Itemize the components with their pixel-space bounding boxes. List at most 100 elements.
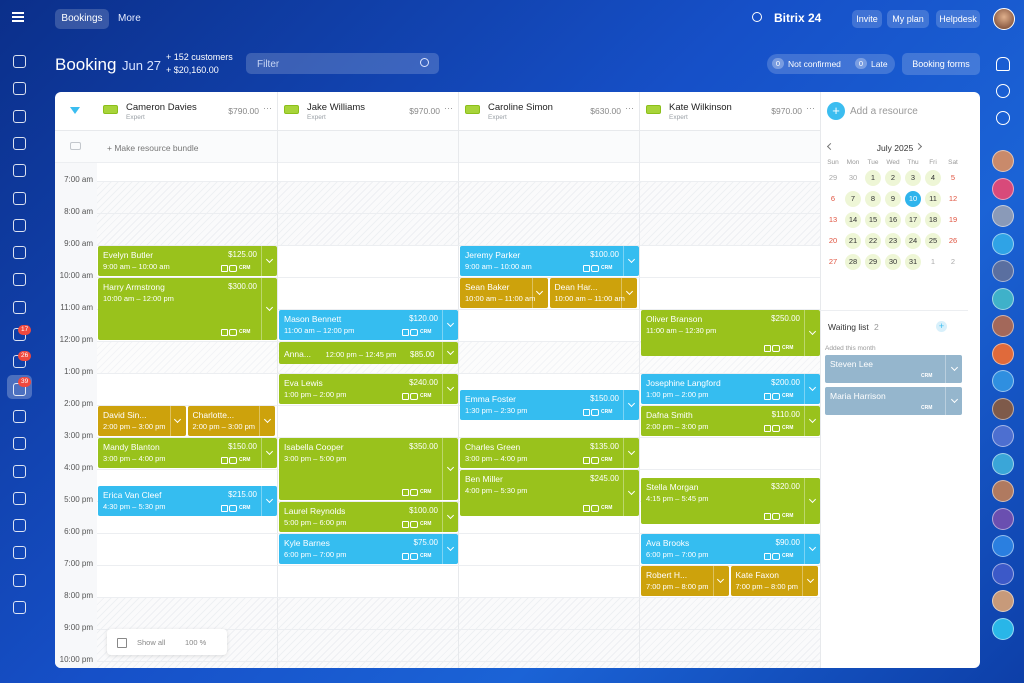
day[interactable]: 14 bbox=[848, 215, 858, 224]
booking-name[interactable]: Dafna Smith bbox=[646, 410, 693, 420]
expand-chevron[interactable] bbox=[535, 287, 544, 296]
expand-chevron[interactable] bbox=[808, 383, 816, 392]
nav-icon[interactable] bbox=[13, 273, 26, 287]
waiting-item[interactable]: Maria Harrison CRM bbox=[825, 387, 962, 415]
day[interactable]: 1 bbox=[870, 173, 876, 182]
nav-icon[interactable] bbox=[13, 218, 26, 232]
booking[interactable]: Dean Har... 10:00 am – 11:00 am bbox=[549, 278, 637, 308]
booking[interactable]: Jeremy Parker 9:00 am – 10:00 am $100.00 CR… bbox=[460, 246, 639, 276]
booking[interactable]: Ben Miller 4:00 pm – 5:30 pm $245.00 CRM bbox=[460, 470, 639, 516]
day[interactable]: 11 bbox=[929, 194, 937, 203]
day[interactable]: 25 bbox=[928, 236, 938, 245]
contact-avatar[interactable] bbox=[992, 370, 1014, 392]
booking[interactable]: Mason Bennett 11:00 am – 12:00 pm $120.00 C… bbox=[279, 310, 458, 340]
booking-name[interactable]: Kyle Barnes bbox=[284, 538, 330, 548]
contact-avatar[interactable] bbox=[992, 480, 1014, 502]
icon[interactable] bbox=[996, 111, 1010, 125]
expand-chevron[interactable] bbox=[625, 287, 633, 296]
avatar[interactable] bbox=[993, 8, 1015, 30]
booking[interactable]: Harry Armstrong 10:00 am – 12:00 pm $300.0… bbox=[98, 278, 277, 340]
expand-chevron[interactable] bbox=[265, 447, 273, 456]
booking[interactable]: David Sin... 2:00 pm – 3:00 pm bbox=[98, 406, 186, 436]
resource-name[interactable]: Jake Williams bbox=[307, 102, 366, 113]
expand-chevron[interactable] bbox=[263, 415, 271, 424]
day[interactable]: 12 bbox=[948, 194, 958, 203]
expand-chevron[interactable] bbox=[950, 395, 959, 404]
booking[interactable]: Stella Morgan 4:15 pm – 5:45 pm $320.00 CRM bbox=[641, 478, 820, 524]
resource-name[interactable]: Cameron Davies bbox=[126, 102, 197, 113]
expand-chevron[interactable] bbox=[446, 543, 454, 552]
contact-avatar[interactable] bbox=[992, 205, 1014, 227]
nav-icon[interactable] bbox=[13, 491, 26, 505]
zoom[interactable]: 100 % bbox=[185, 638, 207, 647]
icon[interactable] bbox=[996, 84, 1010, 98]
nav-icon[interactable] bbox=[13, 82, 26, 96]
day[interactable]: 2 bbox=[950, 257, 956, 266]
day[interactable]: 20 bbox=[828, 236, 838, 245]
contact-avatar[interactable] bbox=[992, 287, 1014, 310]
counter[interactable]: 0 bbox=[855, 58, 867, 69]
booking-name[interactable]: Ben Miller bbox=[465, 474, 503, 484]
booking[interactable]: Isabella Cooper 3:00 pm – 5:00 pm $350.00 C… bbox=[279, 438, 458, 500]
booking[interactable]: Kyle Barnes 6:00 pm – 7:00 pm $75.00 CRM bbox=[279, 534, 458, 564]
booking-name[interactable]: Evelyn Butler bbox=[103, 250, 154, 260]
add-resource[interactable]: Add a resource bbox=[850, 106, 918, 117]
booking-name[interactable]: Erica Van Cleef bbox=[103, 490, 162, 500]
contact-avatar[interactable] bbox=[992, 315, 1014, 337]
menu-icon[interactable] bbox=[12, 12, 24, 14]
day[interactable]: 7 bbox=[850, 194, 856, 203]
booking[interactable]: Emma Foster 1:30 pm – 2:30 pm $150.00 CRM bbox=[460, 390, 639, 420]
day[interactable]: 2 bbox=[890, 173, 896, 182]
expand-chevron[interactable] bbox=[627, 399, 635, 408]
expand-chevron[interactable] bbox=[446, 347, 454, 356]
day[interactable]: 10 bbox=[908, 194, 918, 203]
expand-chevron[interactable] bbox=[716, 575, 725, 584]
counter-label[interactable]: Late bbox=[871, 59, 888, 69]
booking[interactable]: Erica Van Cleef 4:30 pm – 5:30 pm $215.00 C… bbox=[98, 486, 277, 516]
booking-name[interactable]: David Sin... bbox=[103, 410, 147, 420]
show-all[interactable]: Show all bbox=[137, 638, 166, 647]
add-resource-icon[interactable]: + bbox=[827, 102, 845, 120]
booking[interactable]: Anna... 12:00 pm – 12:45 pm $85.00 bbox=[279, 342, 458, 364]
booking[interactable]: Oliver Branson 11:00 am – 12:30 pm $250.00… bbox=[641, 310, 820, 356]
booking-name[interactable]: Charles Green bbox=[465, 442, 521, 452]
expand-chevron[interactable] bbox=[265, 303, 273, 312]
nav-icon[interactable] bbox=[13, 464, 26, 478]
booking-name[interactable]: Kate Faxon bbox=[735, 570, 779, 580]
booking-name[interactable]: Isabella Cooper bbox=[284, 442, 344, 452]
contact-avatar[interactable] bbox=[992, 590, 1014, 612]
day[interactable]: 30 bbox=[888, 257, 898, 266]
contact-avatar[interactable] bbox=[992, 452, 1014, 475]
nav-icon[interactable] bbox=[13, 109, 26, 123]
waiting-item[interactable]: Steven Lee CRM bbox=[825, 355, 962, 383]
nav-icon[interactable] bbox=[13, 55, 26, 68]
add-waiting[interactable]: + bbox=[936, 321, 947, 332]
booking[interactable]: Mandy Blanton 3:00 pm – 4:00 pm $150.00 CRM bbox=[98, 438, 277, 468]
day[interactable]: 18 bbox=[928, 215, 938, 224]
expand-chevron[interactable] bbox=[808, 495, 816, 504]
day[interactable]: 30 bbox=[848, 173, 858, 182]
booking-name[interactable]: Ava Brooks bbox=[646, 538, 690, 548]
expand-chevron[interactable] bbox=[806, 575, 814, 584]
day[interactable]: 9 bbox=[890, 194, 896, 203]
contact-avatar[interactable] bbox=[992, 617, 1014, 640]
expand-chevron[interactable] bbox=[265, 255, 273, 264]
expand-chevron[interactable] bbox=[950, 363, 959, 372]
day[interactable]: 26 bbox=[948, 236, 958, 245]
nav-icon[interactable] bbox=[13, 437, 26, 451]
contact-avatar[interactable] bbox=[992, 535, 1014, 557]
booking-name[interactable]: Mason Bennett bbox=[284, 314, 342, 324]
resource-menu[interactable]: ⋯ bbox=[625, 103, 634, 113]
nav-icon[interactable] bbox=[13, 164, 26, 178]
day[interactable]: 23 bbox=[888, 236, 898, 245]
resource-menu[interactable]: ⋯ bbox=[263, 103, 272, 113]
day[interactable]: 31 bbox=[908, 257, 918, 266]
booking-name[interactable]: Stella Morgan bbox=[646, 482, 699, 492]
resource-name[interactable]: Kate Wilkinson bbox=[669, 102, 732, 113]
nav-icon[interactable] bbox=[13, 546, 26, 560]
expand-chevron[interactable] bbox=[808, 543, 816, 552]
booking-name[interactable]: Sean Baker bbox=[465, 282, 510, 292]
make-bundle[interactable]: + Make resource bundle bbox=[107, 143, 199, 153]
booking-name[interactable]: Harry Armstrong bbox=[103, 282, 165, 292]
day[interactable]: 27 bbox=[828, 257, 838, 266]
